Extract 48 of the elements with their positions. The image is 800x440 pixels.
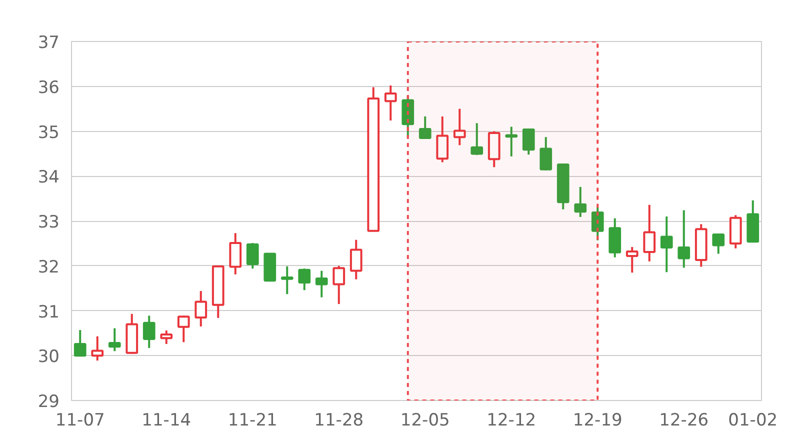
candlestick bbox=[574, 186, 587, 218]
x-tick-label: 12-26 bbox=[659, 410, 709, 430]
candlestick bbox=[298, 268, 311, 292]
x-tick-label: 11-28 bbox=[314, 410, 364, 430]
y-tick-label: 31 bbox=[38, 302, 60, 322]
x-tick-label: 11-07 bbox=[55, 410, 105, 430]
candlestick bbox=[418, 115, 432, 140]
candlestick bbox=[350, 238, 362, 280]
y-tick-label: 30 bbox=[38, 347, 60, 368]
y-tick-label: 32 bbox=[38, 257, 60, 278]
candlestick bbox=[712, 233, 725, 255]
x-tick-label: 11-14 bbox=[142, 410, 192, 430]
candlestick bbox=[315, 270, 328, 298]
candlestick bbox=[591, 206, 604, 242]
candlestick bbox=[453, 108, 466, 146]
candlestick bbox=[505, 126, 518, 158]
x-tick-label: 01-02 bbox=[728, 410, 778, 430]
candlestick bbox=[246, 242, 259, 270]
candlestick bbox=[436, 115, 449, 164]
candlestick bbox=[470, 122, 484, 156]
candlestick bbox=[626, 246, 638, 274]
x-tick-label: 12-19 bbox=[572, 410, 622, 430]
y-tick-label: 37 bbox=[38, 33, 60, 53]
candlestick bbox=[74, 329, 86, 357]
candlestick bbox=[280, 265, 294, 296]
candlestick bbox=[332, 264, 346, 306]
candlestick bbox=[194, 290, 208, 328]
y-tick-label: 36 bbox=[38, 78, 60, 98]
x-tick-label: 12-05 bbox=[400, 410, 450, 430]
x-tick-label: 12-12 bbox=[486, 410, 536, 430]
candlestick bbox=[160, 329, 173, 345]
y-tick-label: 34 bbox=[38, 168, 60, 188]
candlestick bbox=[660, 216, 673, 274]
candlestick bbox=[91, 335, 104, 362]
candlestick bbox=[108, 327, 121, 352]
candlestick bbox=[229, 232, 242, 276]
candlestick bbox=[678, 209, 690, 269]
candlestick bbox=[177, 314, 190, 344]
candlestick bbox=[402, 94, 414, 138]
candlestick bbox=[142, 314, 156, 349]
candlestick bbox=[540, 136, 552, 172]
y-tick-label: 29 bbox=[38, 392, 60, 412]
candlestick bbox=[643, 204, 656, 262]
y-tick-label: 33 bbox=[38, 212, 60, 232]
y-tick-label: 35 bbox=[38, 122, 60, 143]
x-tick-label: 11-21 bbox=[228, 410, 278, 430]
candlestick bbox=[522, 128, 535, 156]
candlestick bbox=[384, 84, 397, 122]
